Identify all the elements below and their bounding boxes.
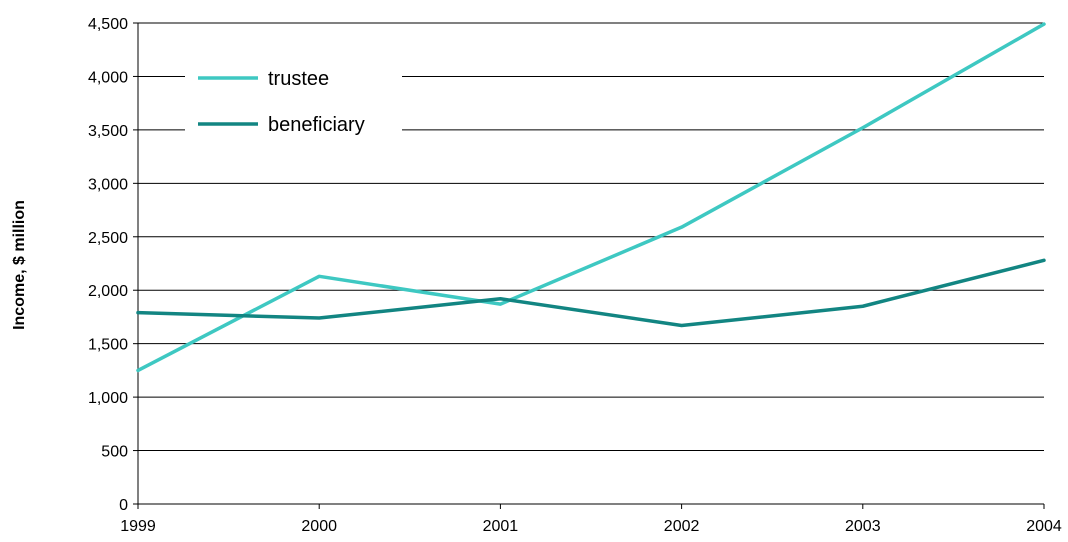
series-line-trustee	[136, 22, 1046, 373]
x-tick-label: 2000	[301, 518, 337, 535]
y-tick-label: 2,000	[88, 283, 128, 300]
y-tick-label: 3,000	[88, 176, 128, 193]
axes	[133, 22, 1045, 509]
legend-label-beneficiary: beneficiary	[268, 114, 365, 136]
y-tick-label: 2,500	[88, 230, 128, 247]
y-tick-labels: 0 500 1,000 1,500 2,000 2,500 3,000 3,500 4,000 4…	[88, 16, 128, 514]
y-axis-label: Income, $ million	[11, 200, 28, 330]
y-tick-label: 4,500	[88, 16, 128, 33]
y-tick-label: 500	[101, 444, 128, 461]
y-tick-label: 4,000	[88, 69, 128, 86]
x-tick-label: 2001	[483, 518, 519, 535]
y-tick-label: 1,500	[88, 337, 128, 354]
x-tick-label: 2002	[664, 518, 700, 535]
x-tick-label: 2004	[1026, 518, 1062, 535]
series-line-beneficiary	[136, 258, 1046, 328]
x-tick-label: 2003	[845, 518, 881, 535]
x-tick-label: 1999	[120, 518, 156, 535]
y-tick-label: 3,500	[88, 123, 128, 140]
x-tick-labels: 1999 2000 2001 2002 2003 2004	[120, 518, 1062, 535]
legend-label-trustee: trustee	[268, 68, 329, 90]
y-tick-label: 1,000	[88, 390, 128, 407]
y-tick-label: 0	[119, 497, 128, 514]
legend: trustee beneficiary	[185, 55, 402, 143]
legend-background	[185, 55, 402, 143]
series-lines	[136, 22, 1046, 373]
